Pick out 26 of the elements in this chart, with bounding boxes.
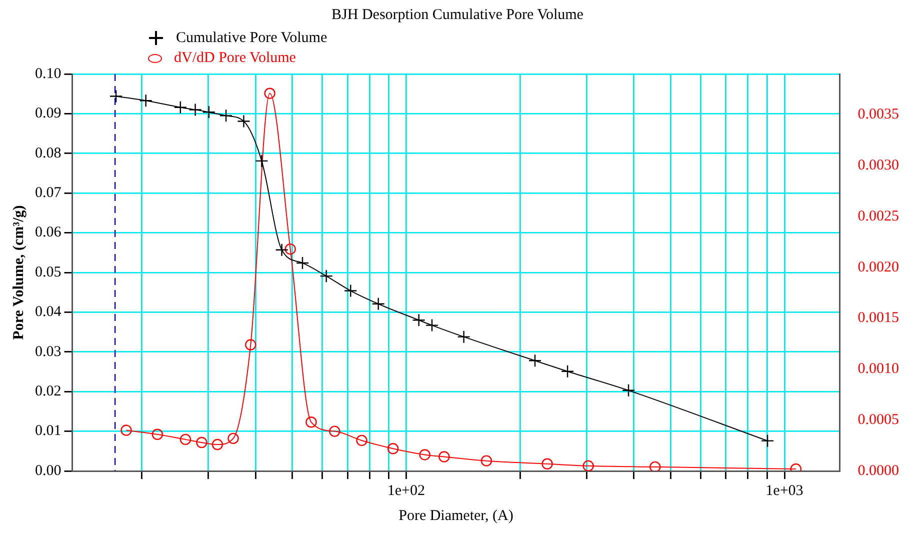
x-axis-title: Pore Diameter, (A)	[398, 508, 514, 524]
y-tick-label: 0.03	[35, 344, 62, 360]
y2-tick-label: 0.0005	[858, 412, 899, 428]
y-tick-label: 0.06	[35, 224, 62, 241]
y-tick-label: 0.00	[35, 462, 62, 479]
y-tick-label: 0.08	[35, 145, 62, 162]
y-tick-label: 0.10	[35, 66, 62, 82]
y-tick-label: 0.05	[35, 264, 62, 280]
y-axis-title: Pore Volume, (cm³/g)	[10, 205, 27, 340]
text: Cumulative Pore Volume	[176, 29, 328, 48]
y2-tick-label: 0.0010	[858, 361, 899, 378]
y2-tick-label: 0.0025	[858, 208, 899, 224]
y2-tick-label: 0.0030	[858, 158, 899, 174]
y-tick-label: 0.01	[35, 423, 62, 440]
y2-tick-label: 0.0000	[858, 462, 899, 479]
x-tick-label: 1e+03	[766, 482, 804, 499]
y-tick-label: 0.04	[35, 304, 62, 320]
y-tick-label: 0.07	[35, 185, 62, 202]
y2-tick-label: 0.0015	[858, 310, 899, 326]
chart-title: BJH Desorption Cumulative Pore Volume	[332, 6, 584, 23]
y2-tick-label: 0.0020	[858, 259, 899, 276]
x-tick-label: 1e+02	[387, 482, 425, 499]
y-tick-label: 0.02	[35, 384, 62, 400]
legend-label: dV/dD Pore Volume	[174, 49, 296, 68]
y-tick-label: 0.09	[35, 106, 62, 122]
y2-tick-label: 0.0035	[858, 106, 899, 123]
